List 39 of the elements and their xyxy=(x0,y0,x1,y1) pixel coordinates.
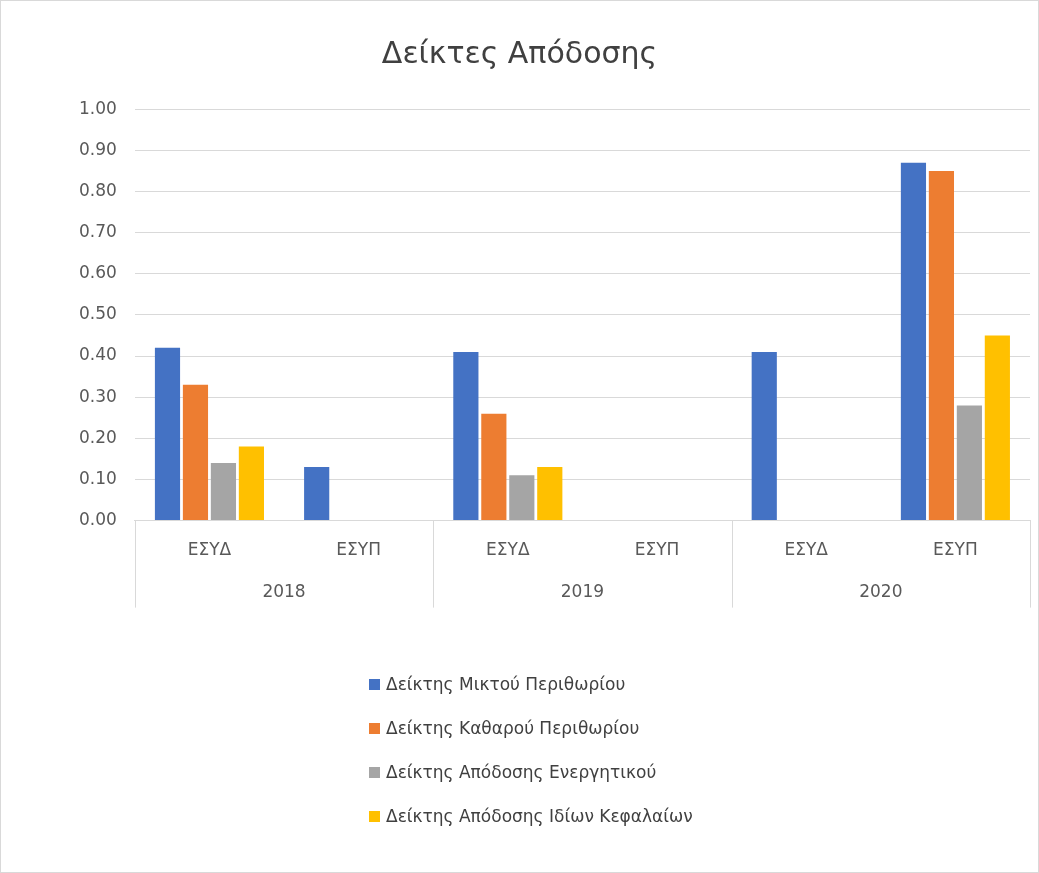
bar xyxy=(453,351,479,521)
y-tick-label: 0.90 xyxy=(78,138,117,159)
bar xyxy=(928,170,955,521)
bar xyxy=(182,384,209,521)
y-tick-label: 0.80 xyxy=(78,179,117,200)
bar xyxy=(481,413,507,521)
x-tick-label: ΕΣΥΔ xyxy=(187,539,232,560)
bar xyxy=(900,162,927,521)
y-tick-label: 0.70 xyxy=(78,221,117,242)
bar xyxy=(509,475,535,521)
bar xyxy=(751,351,777,521)
x-tick-label: ΕΣΥΔ xyxy=(784,539,829,560)
y-tick-label: 0.30 xyxy=(78,385,117,406)
y-tick-label: 0.10 xyxy=(78,467,117,488)
text: 2018 xyxy=(262,581,306,602)
x-tick-label: ΕΣΥΠ xyxy=(933,539,978,560)
bar xyxy=(984,335,1010,521)
text: 2019 xyxy=(560,581,605,602)
legend-label: Δείκτης Καθαρού Περιθωρίου xyxy=(386,718,640,738)
y-tick-label: 0.20 xyxy=(78,426,117,447)
bar xyxy=(537,467,563,521)
chart-title: Δείκτες Απόδοσης xyxy=(380,35,659,70)
y-tick-label: 1.00 xyxy=(78,97,117,118)
x-tick-label: ΕΣΥΠ xyxy=(634,539,680,560)
y-tick-label: 0.60 xyxy=(78,262,117,283)
text: 2020 xyxy=(859,581,903,602)
x-tick-label: ΕΣΥΔ xyxy=(486,539,530,560)
y-tick-label: 0.50 xyxy=(78,303,117,324)
legend-label: Δείκτης Απόδοσης Ιδίων Κεφαλαίων xyxy=(386,806,693,826)
x-tick-label: ΕΣΥΠ xyxy=(336,539,381,560)
y-tick-label: 0.40 xyxy=(78,344,117,365)
bar xyxy=(154,347,181,521)
legend-label: Δείκτης Μικτού Περιθωρίου xyxy=(386,674,626,694)
y-tick-label: 0.00 xyxy=(78,509,117,530)
bar xyxy=(304,467,330,521)
bar xyxy=(238,446,264,521)
bar xyxy=(956,405,982,521)
legend-label: Δείκτης Απόδοσης Ενεργητικού xyxy=(386,762,657,782)
bar xyxy=(210,463,237,521)
